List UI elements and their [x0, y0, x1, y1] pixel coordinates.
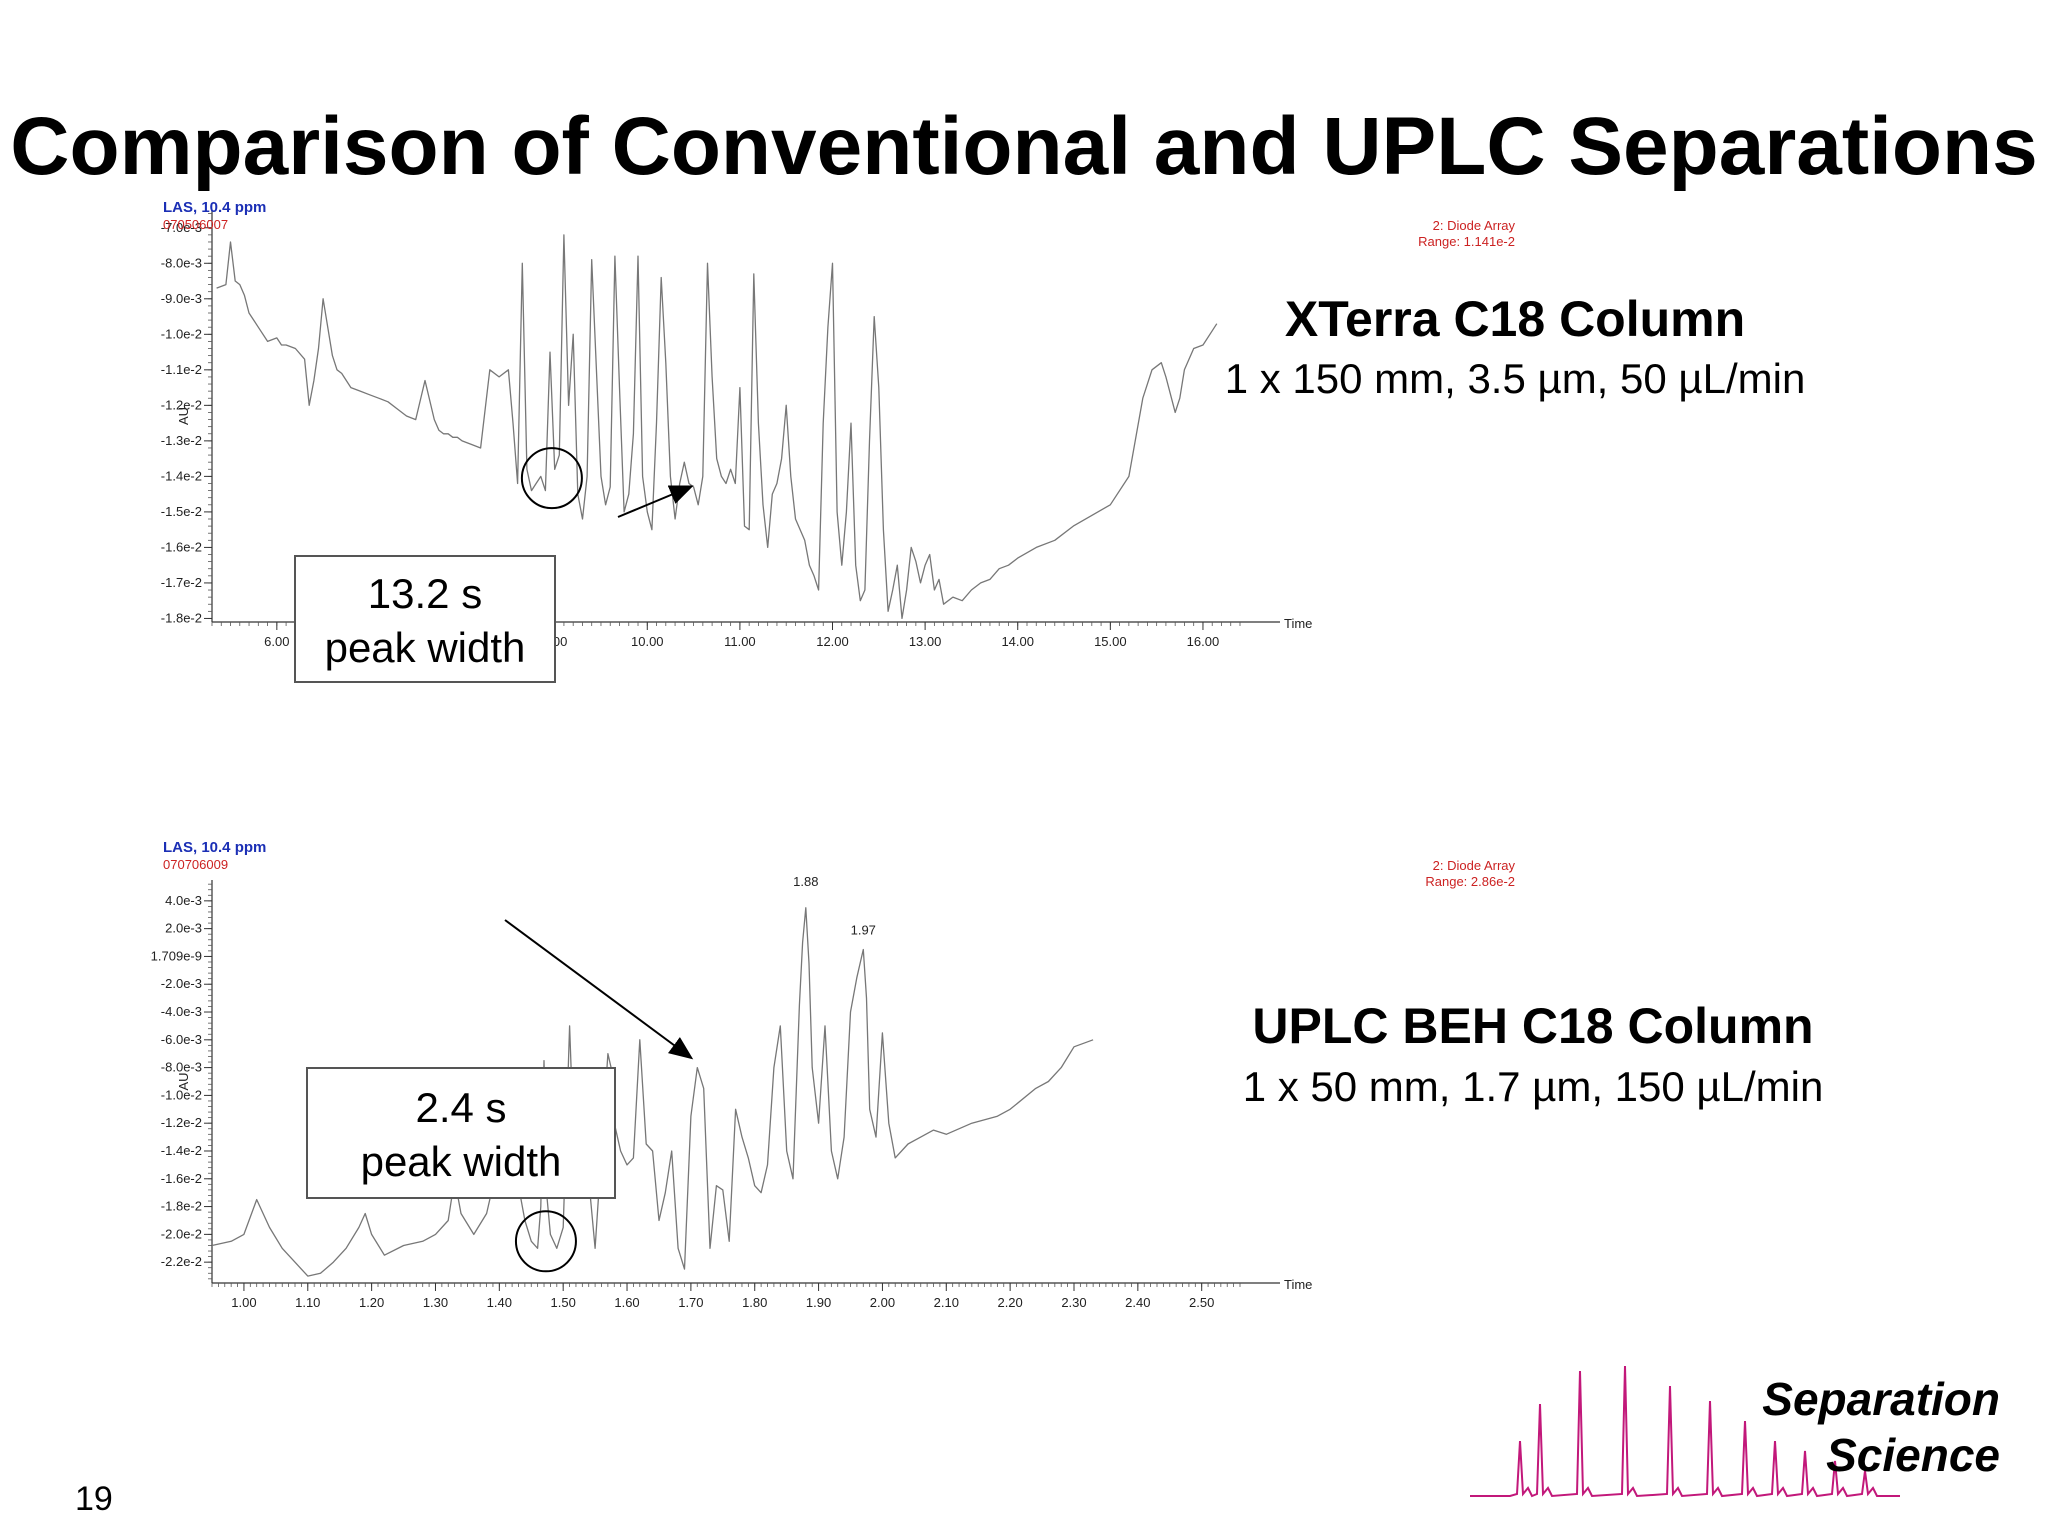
- logo-chromatogram-icon: [1470, 1365, 1900, 1498]
- y-tick-label: -1.4e-2: [161, 1143, 202, 1158]
- detector-label: 2: Diode Array: [1432, 858, 1515, 873]
- x-tick-label: 2.30: [1061, 1295, 1086, 1310]
- peak-width-callout: 2.4 s peak width: [306, 1067, 616, 1199]
- x-tick-label: 2.20: [997, 1295, 1022, 1310]
- y-tick-label: -2.0e-3: [161, 976, 202, 991]
- y-tick-label: -1.8e-2: [161, 610, 202, 625]
- y-tick-label: -8.0e-3: [161, 1060, 202, 1075]
- y-tick-label: -1.4e-2: [161, 468, 202, 483]
- peak-width-callout: 13.2 s peak width: [294, 555, 556, 683]
- y-tick-label: -1.709e-9: [150, 948, 202, 963]
- x-tick-label: 10.00: [631, 634, 664, 649]
- y-tick-label: -1.7e-2: [161, 575, 202, 590]
- peak-label: 1.88: [793, 874, 818, 889]
- x-axis-label: Time: [1284, 616, 1312, 631]
- x-tick-label: 1.70: [678, 1295, 703, 1310]
- y-tick-label: -1.0e-2: [161, 1087, 202, 1102]
- chromatogram-trace: [216, 234, 1218, 620]
- y-tick-label: -8.0e-3: [161, 255, 202, 270]
- x-tick-label: 1.30: [423, 1295, 448, 1310]
- x-tick-label: 1.50: [551, 1295, 576, 1310]
- y-tick-label: -1.2e-2: [161, 1115, 202, 1130]
- x-tick-label: 1.80: [742, 1295, 767, 1310]
- chromatogram-trace: [211, 907, 1094, 1277]
- column-title: XTerra C18 Column: [1284, 291, 1746, 347]
- x-tick-label: 1.60: [614, 1295, 639, 1310]
- detector-label: 2: Diode Array: [1432, 218, 1515, 233]
- y-tick-label: -1.2e-2: [161, 397, 202, 412]
- file-id: 070506007: [163, 217, 229, 232]
- y-tick-label: -1.6e-2: [161, 539, 202, 554]
- x-tick-label: 1.90: [806, 1295, 831, 1310]
- x-tick-label: 14.00: [1001, 634, 1034, 649]
- sample-label: LAS, 10.4 ppm: [163, 199, 267, 216]
- y-tick-label: -2.2e-2: [161, 1254, 202, 1269]
- chart-panel-xterra: 6.007.008.009.0010.0011.0012.0013.0014.0…: [150, 195, 1805, 835]
- peak-highlight-circle: [520, 447, 583, 510]
- x-tick-label: 1.00: [231, 1295, 256, 1310]
- y-tick-label: 2.0e-3: [165, 921, 202, 936]
- y-tick-label: -1.6e-2: [161, 1171, 202, 1186]
- y-tick-label: -7.0e-3: [161, 220, 202, 235]
- y-tick-label: 4.0e-3: [165, 893, 202, 908]
- logo-text-line1: Separation: [1762, 1373, 2000, 1425]
- x-tick-label: 2.40: [1125, 1295, 1150, 1310]
- callout-arrow: [617, 485, 694, 518]
- x-tick-label: 13.00: [909, 634, 942, 649]
- x-tick-label: 1.20: [359, 1295, 384, 1310]
- y-tick-label: -1.5e-2: [161, 504, 202, 519]
- logo-text-line2: Science: [1826, 1429, 2000, 1481]
- y-tick-label: -1.3e-2: [161, 433, 202, 448]
- slide-title: Comparison of Conventional and UPLC Sepa…: [10, 101, 2038, 192]
- y-tick-label: -4.0e-3: [161, 1004, 202, 1019]
- x-tick-label: 2.10: [934, 1295, 959, 1310]
- x-tick-label: 15.00: [1094, 634, 1127, 649]
- x-tick-label: 6.00: [264, 634, 289, 649]
- callout-value: 13.2 s: [367, 570, 483, 617]
- y-tick-label: -1.1e-2: [161, 362, 202, 377]
- callout-label: peak width: [324, 624, 526, 671]
- callout-value: 2.4 s: [415, 1084, 507, 1131]
- column-subtitle: 1 x 50 mm, 1.7 µm, 150 µL/min: [1242, 1063, 1824, 1110]
- x-tick-label: 1.10: [295, 1295, 320, 1310]
- x-tick-label: 16.00: [1187, 634, 1220, 649]
- callout-label: peak width: [360, 1138, 562, 1185]
- x-tick-label: 11.00: [724, 634, 756, 649]
- y-tick-label: -6.0e-3: [161, 1032, 202, 1047]
- y-tick-label: -1.8e-2: [161, 1199, 202, 1214]
- range-label: Range: 2.86e-2: [1425, 874, 1515, 889]
- chromatogram-uplc: 1.00 1.10 1.20 1.30 1.40 1.50 1.60 1.70 1.80 1.90…: [150, 874, 1312, 1310]
- y-tick-label: -2.0e-2: [161, 1226, 202, 1241]
- peak-label: 1.97: [851, 923, 876, 938]
- x-tick-label: 1.40: [487, 1295, 512, 1310]
- y-axis-label: AU: [176, 1072, 191, 1090]
- peak-highlight-circle: [514, 1210, 577, 1273]
- y-axis-label: AU: [176, 407, 191, 425]
- file-id: 070706009: [163, 857, 229, 872]
- page-number: 19: [75, 1480, 113, 1518]
- column-subtitle: 1 x 150 mm, 3.5 µm, 50 µL/min: [1224, 355, 1806, 402]
- x-tick-label: 2.50: [1189, 1295, 1214, 1310]
- column-title: UPLC BEH C18 Column: [1252, 998, 1814, 1054]
- sample-label: LAS, 10.4 ppm: [163, 839, 267, 856]
- logo-trace: [1470, 1365, 1900, 1498]
- y-tick-label: -1.0e-2: [161, 326, 202, 341]
- y-tick-label: -9.0e-3: [161, 291, 202, 306]
- x-axis-label: Time: [1284, 1277, 1312, 1292]
- x-tick-label: 12.00: [816, 634, 849, 649]
- x-tick-label: 2.00: [870, 1295, 895, 1310]
- chart-panel-uplc: 1.00 1.10 1.20 1.30 1.40 1.50 1.60 1.70 1.80 1.90…: [150, 835, 1823, 1475]
- callout-arrow: [504, 919, 694, 1060]
- range-label: Range: 1.141e-2: [1418, 234, 1515, 249]
